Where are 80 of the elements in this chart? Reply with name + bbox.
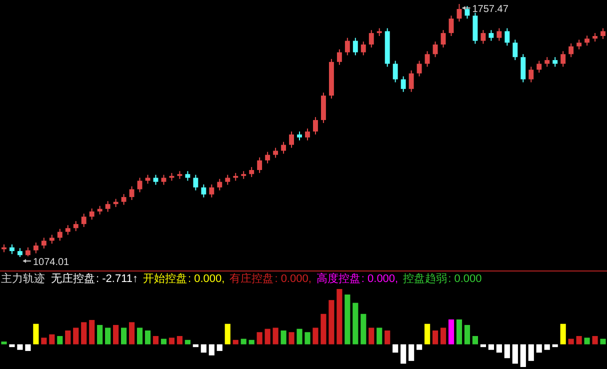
annotation: 1757.47 <box>472 4 508 15</box>
bar <box>512 344 518 364</box>
annotation: : 0.000, <box>274 273 312 285</box>
bar <box>464 324 470 344</box>
annotation: : 0.000 <box>448 273 482 285</box>
bar <box>520 344 526 367</box>
bar <box>544 344 550 350</box>
bar <box>528 344 534 361</box>
bar <box>33 324 39 344</box>
annotation: : -2.711↑ <box>96 273 138 285</box>
bar <box>576 336 582 344</box>
bar <box>136 328 143 344</box>
bar <box>496 344 502 353</box>
bar <box>584 338 590 344</box>
bar <box>304 332 310 344</box>
bar <box>392 344 398 353</box>
bar <box>200 344 206 353</box>
bar <box>121 328 127 344</box>
bar <box>560 324 566 344</box>
bar <box>424 324 430 344</box>
annotation: 1074.01 <box>32 257 70 268</box>
bar <box>336 289 342 344</box>
bar <box>152 336 159 344</box>
bar <box>296 328 302 344</box>
bar <box>536 344 542 353</box>
bar <box>81 322 87 344</box>
bar <box>168 338 175 344</box>
bar <box>128 322 135 344</box>
bar <box>160 338 167 344</box>
bar <box>320 314 326 344</box>
title: 主力轨迹 <box>1 273 45 285</box>
bar <box>208 344 214 356</box>
bar <box>113 324 119 344</box>
bar <box>344 294 350 344</box>
bar <box>288 332 294 344</box>
bar <box>240 338 246 344</box>
annotation: : 0.000, <box>361 273 398 285</box>
bar <box>432 330 438 344</box>
bar <box>232 340 238 344</box>
bar <box>89 320 95 344</box>
bar <box>73 328 79 344</box>
bar <box>328 300 334 344</box>
bar <box>384 330 390 344</box>
bar <box>360 314 366 344</box>
annotation: : 0.000, <box>188 273 225 285</box>
bar <box>248 340 254 344</box>
bar <box>312 328 318 344</box>
bar <box>376 328 382 344</box>
bar <box>65 330 71 344</box>
bar <box>440 328 446 344</box>
bar <box>592 336 598 344</box>
bar <box>224 324 230 344</box>
bar <box>272 328 278 344</box>
bar <box>488 344 494 350</box>
bar <box>264 328 270 344</box>
bar <box>97 324 103 344</box>
bar <box>600 338 606 344</box>
bar <box>144 330 151 344</box>
bar <box>216 344 222 351</box>
bar <box>176 336 182 344</box>
bar <box>1 342 7 344</box>
bar <box>41 338 47 344</box>
bar <box>105 328 111 344</box>
bar <box>368 328 374 344</box>
bar <box>25 344 31 351</box>
bar <box>408 344 414 361</box>
bar <box>416 344 422 350</box>
bar <box>17 344 23 350</box>
bar <box>184 340 190 344</box>
bar <box>49 334 55 344</box>
bar <box>280 330 286 344</box>
bar <box>456 319 462 344</box>
bar <box>57 336 63 344</box>
bar <box>400 344 406 364</box>
bar <box>352 302 358 344</box>
bar <box>9 344 15 348</box>
bar <box>504 344 510 358</box>
bar <box>256 332 262 344</box>
bar <box>472 336 478 344</box>
bar <box>568 338 574 344</box>
